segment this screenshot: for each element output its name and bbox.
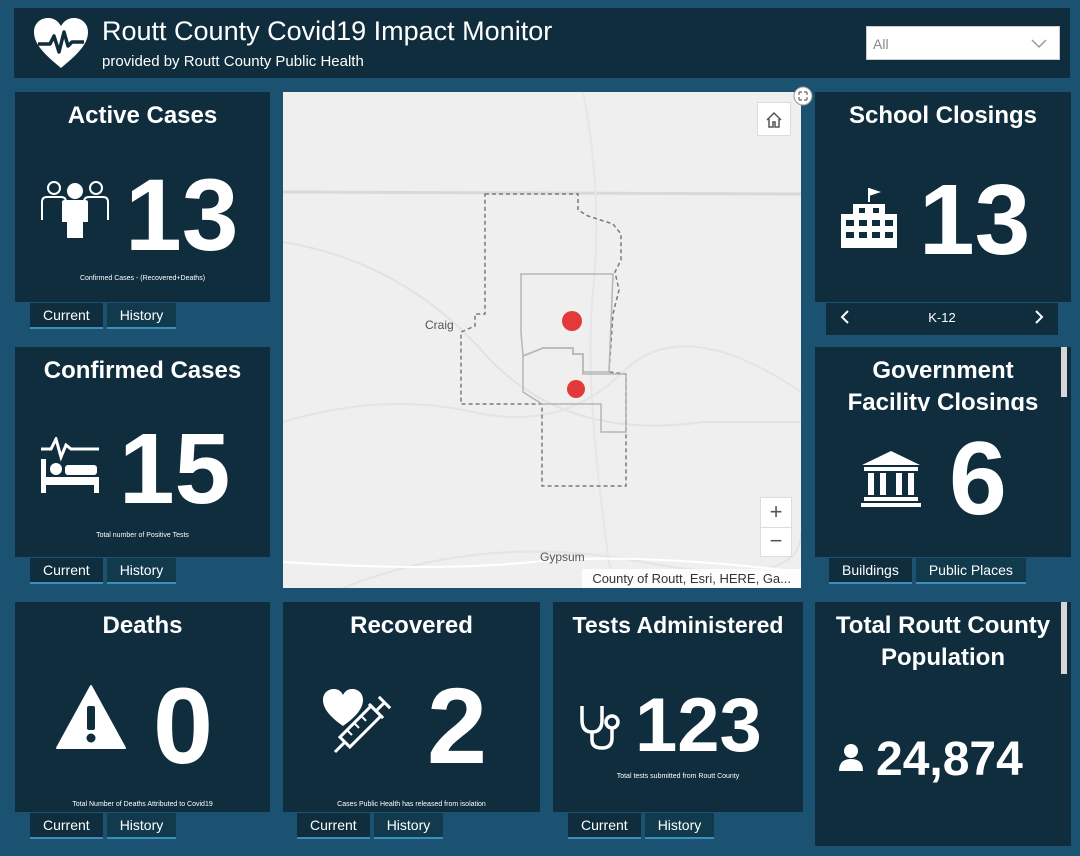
- tests-title: Tests Administered: [572, 612, 784, 638]
- active-cases-tab-history[interactable]: History: [106, 303, 177, 329]
- map-canvas[interactable]: [283, 92, 801, 588]
- nav-next-button[interactable]: [1034, 309, 1044, 330]
- active-cases-caption: Confirmed Cases - (Recovered+Deaths): [79, 275, 206, 282]
- warning-icon: [56, 685, 126, 749]
- school-closings-category: K-12: [928, 310, 956, 325]
- header-bar: Routt County Covid19 Impact Monitor prov…: [14, 8, 1070, 78]
- page-title: Routt County Covid19 Impact Monitor: [102, 16, 553, 46]
- deaths-tab-history[interactable]: History: [106, 813, 177, 839]
- government-closings-scrollbar[interactable]: [1061, 347, 1067, 397]
- school-closings-nav: K-12: [826, 303, 1058, 335]
- nav-prev-button[interactable]: [840, 309, 850, 330]
- stethoscope-icon: [580, 706, 620, 750]
- deaths-card: Deaths 0 Total Number of Deaths Attribut…: [15, 602, 270, 812]
- map-view[interactable]: Craig Gypsum + − County of Routt, Esri, …: [283, 92, 801, 588]
- active-cases-tab-current[interactable]: Current: [30, 303, 103, 329]
- confirmed-cases-value: 15: [119, 413, 231, 525]
- chevron-right-icon: [1035, 310, 1044, 324]
- hospital-bed-icon: [41, 437, 99, 493]
- active-cases-value: 13: [125, 158, 239, 272]
- school-closings-title: School Closings: [848, 102, 1037, 129]
- page-subtitle: provided by Routt County Public Health: [102, 53, 364, 70]
- deaths-tab-current[interactable]: Current: [30, 813, 103, 839]
- active-cases-title: Active Cases: [67, 102, 218, 129]
- population-value: 24,874: [876, 733, 1023, 786]
- government-tab-public-places[interactable]: Public Places: [915, 558, 1026, 584]
- filter-selected-value: All: [873, 36, 889, 52]
- government-closings-value: 6: [949, 421, 1007, 537]
- heart-pulse-icon: [34, 18, 88, 68]
- person-icon: [839, 744, 863, 771]
- tests-card: Tests Administered 123 Total tests submi…: [553, 602, 803, 812]
- school-closings-value: 13: [919, 164, 1031, 276]
- recovered-tab-history[interactable]: History: [373, 813, 444, 839]
- government-building-icon: [861, 451, 921, 507]
- tests-caption: Total tests submitted from Routt County: [616, 773, 740, 780]
- recovered-title: Recovered: [350, 612, 473, 639]
- deaths-caption: Total Number of Deaths Attributed to Cov…: [72, 801, 213, 808]
- heart-syringe-icon: [323, 689, 392, 754]
- population-scrollbar[interactable]: [1061, 602, 1067, 674]
- chevron-left-icon: [840, 310, 849, 324]
- case-marker-north[interactable]: [562, 311, 582, 331]
- filter-dropdown[interactable]: All: [866, 26, 1060, 60]
- expand-icon[interactable]: [793, 86, 813, 106]
- government-closings-title-line2: Facility Closings: [847, 389, 1039, 411]
- zoom-in-button[interactable]: +: [761, 498, 791, 528]
- zoom-out-button[interactable]: −: [769, 528, 783, 553]
- recovered-value: 2: [427, 665, 488, 786]
- home-icon: [766, 111, 782, 128]
- population-card: Total Routt County Population 24,874: [815, 602, 1071, 846]
- tests-tab-current[interactable]: Current: [568, 813, 641, 839]
- map-zoom-controls: + −: [760, 497, 792, 557]
- confirmed-cases-tab-history[interactable]: History: [106, 558, 177, 584]
- school-closings-card: School Closings 13: [815, 92, 1071, 302]
- recovered-card: Recovered 2 Cases Public Health has rele…: [283, 602, 540, 812]
- map-home-button[interactable]: [757, 102, 791, 136]
- map-label-gypsum: Gypsum: [540, 550, 585, 564]
- map-label-craig: Craig: [425, 318, 454, 332]
- government-tab-buildings[interactable]: Buildings: [829, 558, 912, 584]
- tests-value: 123: [635, 683, 762, 768]
- recovered-tab-current[interactable]: Current: [297, 813, 370, 839]
- deaths-title: Deaths: [102, 612, 183, 639]
- school-icon: [841, 188, 897, 248]
- active-cases-card: Active Cases 13 Confirmed Cases - (Recov…: [15, 92, 270, 302]
- people-icon: [41, 181, 109, 238]
- confirmed-cases-caption: Total number of Positive Tests: [96, 532, 189, 539]
- confirmed-cases-title: Confirmed Cases: [43, 357, 242, 384]
- tests-tab-history[interactable]: History: [644, 813, 715, 839]
- population-title-line2: Population: [881, 644, 1005, 671]
- case-marker-south[interactable]: [567, 380, 585, 398]
- recovered-caption: Cases Public Health has released from is…: [337, 801, 486, 808]
- confirmed-cases-card: Confirmed Cases 15 Total number of Posit…: [15, 347, 270, 557]
- population-title-line1: Total Routt County: [835, 612, 1051, 639]
- deaths-value: 0: [153, 665, 214, 786]
- government-closings-title-line1: Government: [872, 357, 1014, 384]
- confirmed-cases-tab-current[interactable]: Current: [30, 558, 103, 584]
- map-attribution[interactable]: County of Routt, Esri, HERE, Ga...: [582, 569, 801, 588]
- government-closings-card: Government Facility Closings 6: [815, 347, 1071, 557]
- chevron-down-icon: [1031, 39, 1047, 49]
